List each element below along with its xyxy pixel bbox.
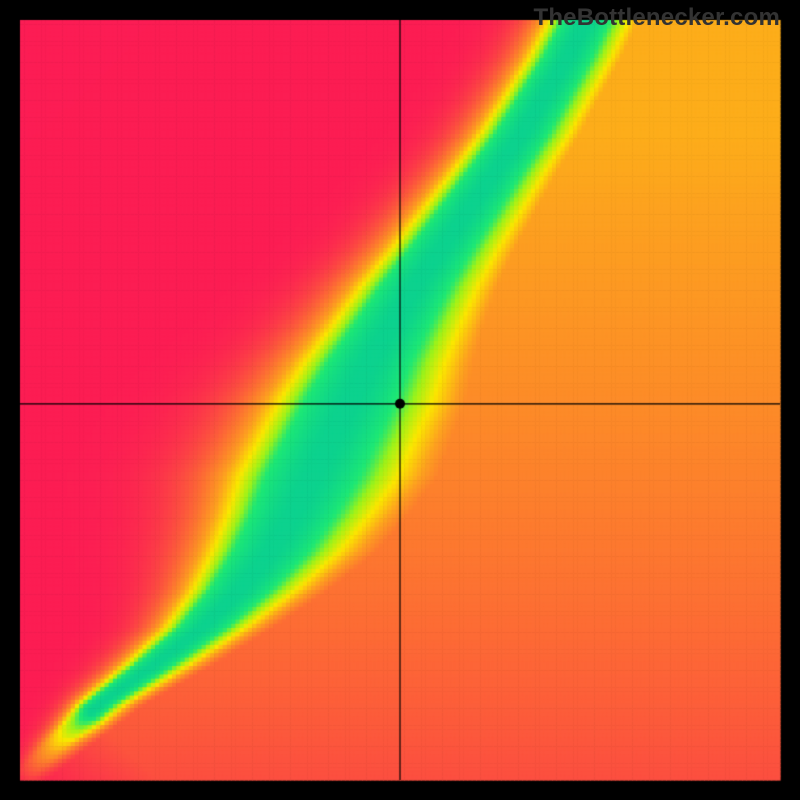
chart-container: TheBottlenecker.com — [0, 0, 800, 800]
heatmap-canvas — [0, 0, 800, 800]
